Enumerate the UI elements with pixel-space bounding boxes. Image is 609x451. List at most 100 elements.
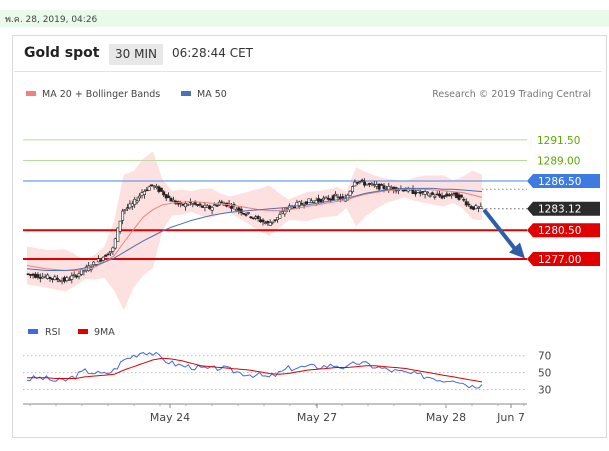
candle-body xyxy=(201,205,205,208)
candle-body xyxy=(31,273,35,276)
candle-body xyxy=(244,214,248,216)
candle-body xyxy=(317,198,321,202)
candle-body xyxy=(167,195,171,198)
level-badge: 1280.50 xyxy=(527,223,600,238)
candle-body xyxy=(46,274,50,279)
candle-body xyxy=(249,216,253,218)
candle-body xyxy=(65,277,69,281)
credit-text: Research © 2019 Trading Central xyxy=(432,89,591,100)
rsi-ref-label: 50 xyxy=(538,368,551,380)
candle-body xyxy=(365,183,369,186)
candle-body xyxy=(99,259,103,262)
candle-body xyxy=(145,189,149,192)
candle-body xyxy=(70,275,74,280)
ma50-legend-label: MA 50 xyxy=(197,89,227,100)
forecast-arrow xyxy=(482,208,525,259)
candle-body xyxy=(123,209,127,211)
candle-body xyxy=(53,276,57,280)
candle-body xyxy=(321,197,325,201)
candle-body xyxy=(350,186,354,192)
level-badge: 1283.12 xyxy=(527,201,600,216)
candle-body xyxy=(442,195,446,197)
candle-body xyxy=(130,203,134,207)
candle-body xyxy=(203,204,207,208)
candle-body xyxy=(38,277,42,279)
candle-body xyxy=(111,247,115,252)
candle-body xyxy=(324,196,328,199)
candle-body xyxy=(256,216,260,219)
level-badge: 1277.00 xyxy=(527,252,600,266)
candle-body xyxy=(128,203,132,209)
candle-body xyxy=(234,209,238,211)
candle-body xyxy=(147,186,151,191)
candle-body xyxy=(375,184,379,187)
price-legend: MA 20 + Bollinger Bands MA 50 Research ©… xyxy=(26,89,591,100)
candle-body xyxy=(363,181,367,186)
candle-body xyxy=(77,273,81,277)
candle-body xyxy=(326,197,330,200)
candle-body xyxy=(157,186,161,192)
candle-body xyxy=(348,190,352,196)
candle-body xyxy=(467,203,471,206)
ma20-legend-swatch xyxy=(26,91,36,96)
candle-body xyxy=(278,214,282,219)
candle-body xyxy=(29,274,33,276)
candle-body xyxy=(196,204,200,206)
candle-body xyxy=(191,203,195,205)
level-badge: 1286.50 xyxy=(527,174,600,188)
candle-body xyxy=(140,192,144,196)
candle-body xyxy=(440,195,444,199)
header-divider xyxy=(14,71,602,72)
candle-body xyxy=(370,183,374,185)
x-tick-label: May 24 xyxy=(150,411,190,424)
candle-body xyxy=(92,261,96,266)
candle-body xyxy=(60,279,64,282)
candle-body xyxy=(341,196,345,199)
x-tick-label: Jun 7 xyxy=(496,411,525,424)
candle-body xyxy=(96,258,100,263)
timeframe-badge[interactable]: 30 MIN xyxy=(109,44,163,65)
ma50-legend-swatch xyxy=(181,91,191,96)
candle-body xyxy=(273,219,277,221)
candle-body xyxy=(259,219,263,223)
candle-body xyxy=(26,273,30,276)
candle-body xyxy=(382,185,386,189)
level-badge-shape xyxy=(527,252,600,266)
candle-body xyxy=(210,207,214,211)
candle-body xyxy=(479,206,483,209)
candle-body xyxy=(428,195,432,197)
candle-body xyxy=(75,275,79,278)
candle-body xyxy=(261,219,265,223)
candle-body xyxy=(184,203,188,208)
candle-body xyxy=(152,185,156,188)
level-badge-shape xyxy=(527,201,600,216)
candle-body xyxy=(186,204,190,206)
candle-body xyxy=(116,227,120,242)
candle-body xyxy=(104,254,108,257)
candle-body xyxy=(280,211,284,214)
level-badge-shape xyxy=(527,174,600,188)
candle-body xyxy=(263,222,267,224)
rsi-ref-label: 70 xyxy=(538,351,551,363)
candle-body xyxy=(334,193,338,196)
candle-body xyxy=(413,191,417,195)
candle-body xyxy=(266,221,270,224)
candle-body xyxy=(455,192,459,199)
candle-body xyxy=(125,207,129,209)
candle-body xyxy=(55,277,59,280)
candle-body xyxy=(336,196,340,198)
candle-body xyxy=(246,212,250,214)
candle-body xyxy=(237,207,241,211)
candle-body xyxy=(67,279,71,281)
candle-body xyxy=(171,199,175,202)
candle-body xyxy=(450,194,454,196)
candle-body xyxy=(389,187,393,190)
candle-body xyxy=(464,201,468,206)
candle-body xyxy=(159,187,163,192)
candle-body xyxy=(72,274,76,276)
candle-body xyxy=(230,206,234,209)
timestamp-bar: พ.ค. 28, 2019, 04:26 xyxy=(0,10,609,27)
rsi-legend: RSI 9MA xyxy=(28,327,115,338)
candle-body xyxy=(474,205,478,209)
